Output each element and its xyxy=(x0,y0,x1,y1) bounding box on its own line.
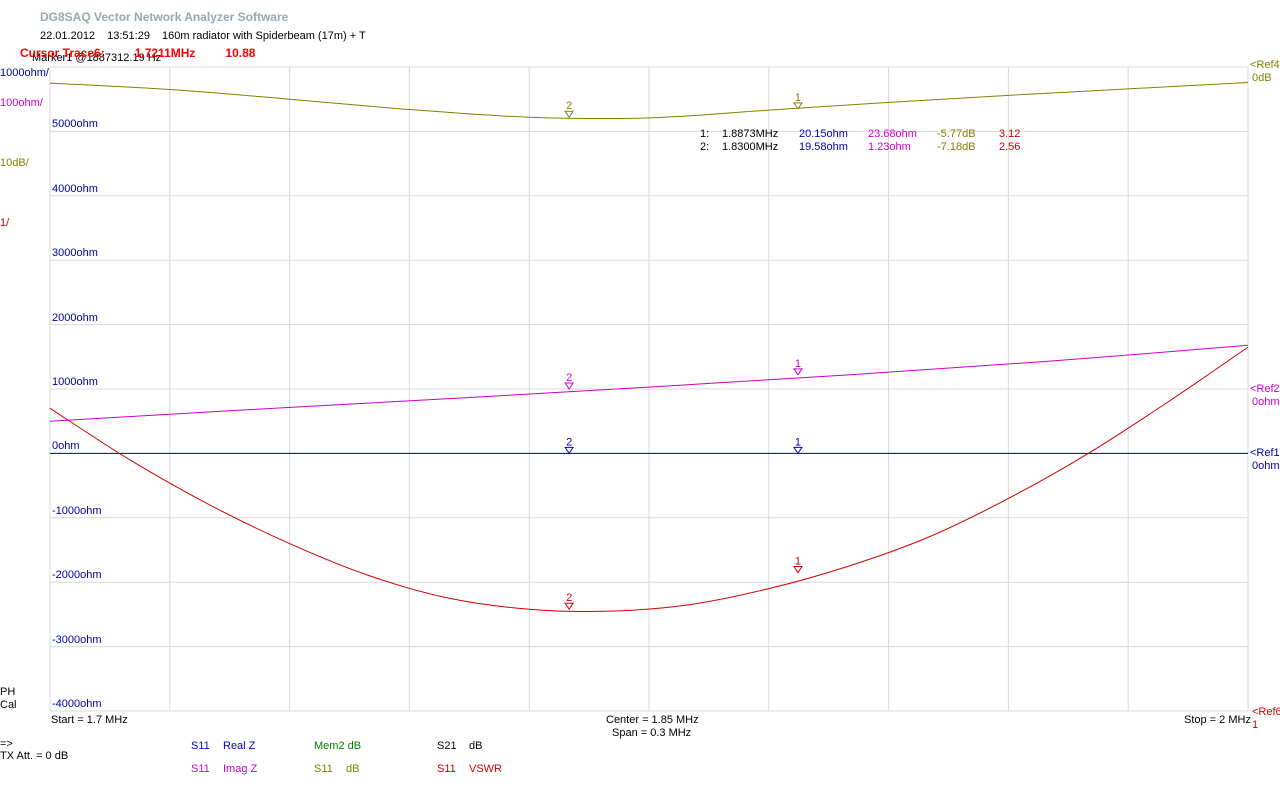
marker-vswr: 3.12 xyxy=(999,127,1021,140)
ref2-name[interactable]: <Ref2 xyxy=(1250,383,1280,395)
trace-s11-db[interactable] xyxy=(49,81,1249,120)
chart-traces xyxy=(49,81,1249,612)
tx-attenuation: TX Att. = 0 dB xyxy=(0,750,69,762)
cursor-value: 10.88 xyxy=(225,46,256,60)
marker-table: 1: 1.8873MHz 20.15ohm 23.68ohm -5.77dB 3… xyxy=(700,127,1020,153)
y-tick-label: -3000ohm xyxy=(52,633,102,646)
cal-status: Cal xyxy=(0,699,17,711)
cursor-readout: Cursor Trace6: 1.7211MHz 10.88 xyxy=(20,46,285,60)
marker-db: -5.77dB xyxy=(937,127,976,140)
y-tick-label: 0ohm xyxy=(52,440,80,453)
legend-mem2-db[interactable]: Mem2 dB xyxy=(314,740,361,752)
trace-s11-vswr[interactable] xyxy=(49,346,1249,612)
legend-param: S11 xyxy=(191,740,210,752)
marker-label: 2 xyxy=(566,372,572,384)
y-tick-label: 2000ohm xyxy=(52,311,98,324)
ref4-name[interactable]: <Ref4 xyxy=(1250,59,1280,71)
marker-real-z: 20.15ohm xyxy=(799,127,848,140)
span-frequency[interactable]: Span = 0.3 MHz xyxy=(612,727,692,739)
stop-frequency[interactable]: Stop = 2 MHz xyxy=(1184,714,1251,726)
legend-s11-db[interactable]: S11 dB xyxy=(314,763,359,775)
measurement-info: 22.01.2012 13:51:29 160m radiator with S… xyxy=(40,30,375,42)
marker-readout: Marker1 @1887312.19 Hz xyxy=(32,52,162,64)
marker-imag-z: 1.23ohm xyxy=(868,140,911,153)
start-frequency[interactable]: Start = 1.7 MHz xyxy=(51,714,128,726)
legend-s11-vswr[interactable]: S11 VSWR xyxy=(437,763,502,775)
table-row: 2: 1.8300MHz 19.58ohm 1.23ohm -7.18dB 2.… xyxy=(700,140,1020,153)
cursor-label: Cursor Trace6: xyxy=(20,46,105,60)
trace-s11-imag-z[interactable] xyxy=(49,344,1249,422)
legend-trace-name: VSWR xyxy=(469,763,502,775)
marker-id: 1: xyxy=(700,127,710,140)
marker-label: 1 xyxy=(795,358,801,370)
marker-freq: 1.8873MHz xyxy=(722,127,779,140)
y-tick-label: -1000ohm xyxy=(52,504,102,517)
legend-param: S11 xyxy=(314,763,333,775)
arrow-indicator: => xyxy=(0,738,13,750)
marker-label: 2 xyxy=(566,592,572,604)
legend-param: S11 xyxy=(191,763,210,775)
marker-triangle[interactable] xyxy=(564,446,575,455)
marker-triangle[interactable] xyxy=(793,368,803,376)
marker-db: -7.18dB xyxy=(937,140,976,153)
table-row: 1: 1.8873MHz 20.15ohm 23.68ohm -5.77dB 3… xyxy=(700,127,1020,140)
scale-s11-db[interactable]: 10dB/ xyxy=(0,157,29,169)
center-frequency[interactable]: Center = 1.85 MHz xyxy=(606,714,699,726)
marker-triangle[interactable] xyxy=(564,110,575,119)
marker-triangle[interactable] xyxy=(793,102,803,110)
legend-trace-name: dB xyxy=(346,763,360,775)
y-tick-label: 3000ohm xyxy=(52,247,98,260)
marker-label: 2 xyxy=(566,100,572,112)
marker-label: 1 xyxy=(795,436,801,448)
scale-imag-z[interactable]: 100ohm/ xyxy=(0,97,43,109)
measurement-time: 13:51:29 xyxy=(107,30,150,42)
marker-triangle[interactable] xyxy=(564,602,575,611)
marker-imag-z: 23.68ohm xyxy=(868,127,917,140)
y-tick-label: -2000ohm xyxy=(52,569,102,582)
measurement-date: 22.01.2012 xyxy=(40,30,96,42)
y-tick-label: 1000ohm xyxy=(52,376,98,388)
legend-trace-name: dB xyxy=(469,740,483,752)
legend-param: S21 xyxy=(437,740,457,752)
marker-vswr: 2.56 xyxy=(999,140,1021,153)
marker-triangle[interactable] xyxy=(793,566,803,574)
chart-grid xyxy=(49,66,1249,712)
y-tick-label: 5000ohm xyxy=(52,118,98,131)
marker-label: 1 xyxy=(795,556,801,568)
ref4-value: 0dB xyxy=(1252,72,1272,84)
chart-markers: 1 2 1 2 1 2 1 2 xyxy=(564,92,803,611)
marker-freq: 1.8300MHz xyxy=(722,140,779,153)
ref1-name[interactable]: <Ref1 xyxy=(1250,447,1280,459)
marker-label: 1 xyxy=(795,92,801,104)
app-title: DG8SAQ Vector Network Analyzer Software xyxy=(40,10,289,24)
y-tick-label: 4000ohm xyxy=(52,182,98,195)
ref1-value: 0ohm xyxy=(1252,460,1280,472)
marker-label: 2 xyxy=(566,436,572,448)
y-tick-label: -4000ohm xyxy=(52,698,102,710)
marker-triangle[interactable] xyxy=(793,446,803,455)
scale-vswr[interactable]: 1/ xyxy=(0,217,10,229)
cursor-freq: 1.7211MHz xyxy=(134,46,196,60)
marker-triangle[interactable] xyxy=(564,382,575,390)
legend-s11-real-z[interactable]: S11 Real Z xyxy=(191,740,255,752)
scale-real-z[interactable]: 1000ohm/ xyxy=(0,67,49,79)
legend-s11-imag-z[interactable]: S11 Imag Z xyxy=(191,763,257,775)
legend-param: S11 xyxy=(437,763,456,775)
ref6-value: 1 xyxy=(1252,719,1259,731)
legend-s21-db[interactable]: S21 dB xyxy=(437,740,482,752)
ref2-value: 0ohm xyxy=(1252,396,1280,408)
marker-id: 2: xyxy=(700,140,710,153)
legend-trace-name: Mem2 dB xyxy=(314,740,362,752)
marker-real-z: 19.58ohm xyxy=(799,140,848,153)
ref6-name[interactable]: <Ref6 xyxy=(1252,706,1280,718)
measurement-description: 160m radiator with Spiderbeam (17m) + T xyxy=(162,30,366,42)
legend-trace-name: Imag Z xyxy=(223,763,258,775)
legend-trace-name: Real Z xyxy=(223,740,256,752)
ph-status: PH xyxy=(0,686,16,698)
